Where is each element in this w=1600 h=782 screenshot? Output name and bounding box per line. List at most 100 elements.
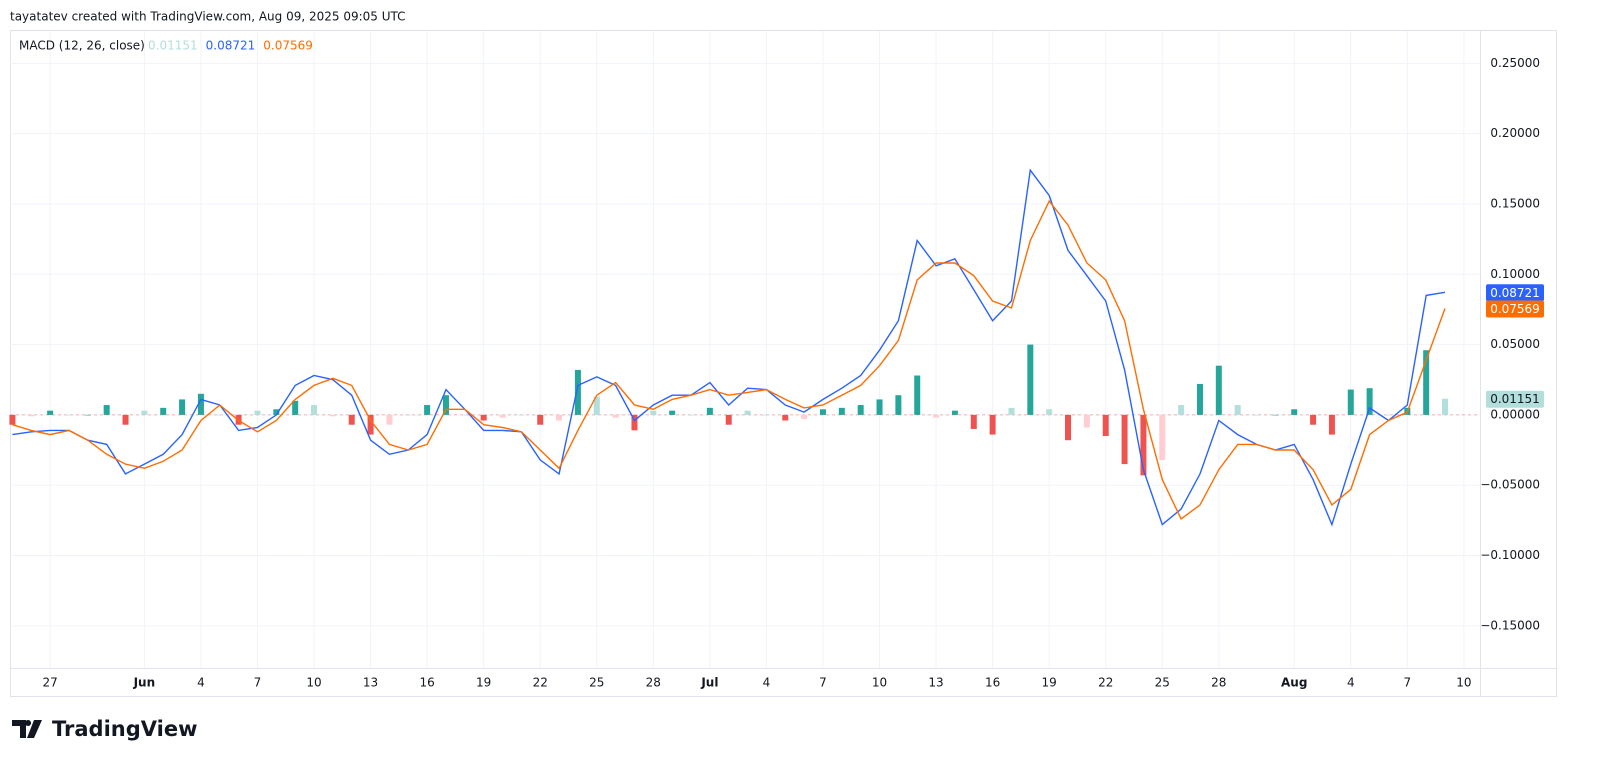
histogram-bar: [669, 410, 676, 415]
price-label-bg: [1486, 300, 1544, 318]
x-tick-label: 10: [1456, 676, 1471, 690]
histogram-bar: [1310, 414, 1317, 425]
histogram-bar: [28, 414, 35, 417]
histogram-bar: [329, 414, 336, 417]
histogram-bar: [348, 414, 355, 425]
histogram-bar: [197, 393, 204, 415]
x-tick-label: Jul: [700, 676, 718, 690]
logo: TradingView: [12, 717, 197, 741]
histogram-bar: [1178, 405, 1185, 415]
logo-icon: [12, 720, 42, 738]
histogram-bar: [84, 414, 91, 416]
histogram-bar: [763, 414, 770, 416]
y-tick-label: 0.05000: [1490, 337, 1540, 351]
histogram-bar: [386, 414, 393, 425]
legend-value: 0.07569: [263, 39, 313, 53]
histogram-bar: [1083, 414, 1090, 428]
histogram-bar: [1008, 407, 1015, 415]
histogram-bar: [838, 407, 845, 415]
x-tick-label: 4: [197, 676, 205, 690]
x-tick-label: 19: [1042, 676, 1057, 690]
histogram-bar: [103, 405, 110, 415]
macd-line: [12, 168, 1446, 527]
y-tick-label: −0.15000: [1480, 618, 1540, 632]
y-tick-label: 0.20000: [1490, 126, 1540, 140]
histogram-bar: [367, 414, 374, 435]
histogram-bar: [537, 414, 544, 425]
histogram-bar: [1291, 409, 1298, 415]
histogram-bar: [254, 410, 261, 415]
histogram-bar: [706, 407, 713, 415]
histogram-bar: [141, 410, 148, 415]
histogram-bar: [65, 414, 72, 416]
histogram-bar: [216, 414, 223, 416]
histogram-bar: [47, 410, 54, 415]
x-tick-label: 4: [1347, 676, 1355, 690]
histogram-bar: [1442, 398, 1449, 415]
x-tick-label: 19: [476, 676, 491, 690]
macd-line: [12, 199, 1446, 520]
frame: [10, 30, 1557, 697]
y-tick-label: 0.15000: [1490, 196, 1540, 210]
price-label-bg: [1486, 284, 1544, 302]
histogram-bar: [311, 405, 318, 415]
histogram-bar: [1102, 414, 1109, 436]
y-tick-label: −0.05000: [1480, 478, 1540, 492]
histogram-bar: [1385, 414, 1392, 416]
header: tayatatev created with TradingView.com, …: [10, 10, 406, 24]
histogram-bar: [480, 414, 487, 421]
histogram-bar: [556, 414, 563, 421]
histogram-bar: [688, 414, 695, 416]
y-tick-label: −0.10000: [1480, 548, 1540, 562]
x-tick-label: 13: [928, 676, 943, 690]
histogram-bar: [1159, 414, 1166, 460]
y-tick-label: 0.00000: [1490, 407, 1540, 421]
histogram-bar: [1215, 365, 1222, 415]
x-tick-label: 7: [819, 676, 827, 690]
histogram-bar: [9, 414, 16, 425]
histogram-bar: [1366, 388, 1373, 415]
histogram-bar: [782, 414, 789, 421]
x-tick-label: Jun: [133, 676, 156, 690]
y-tick-label: 0.10000: [1490, 267, 1540, 281]
x-tick-label: 16: [419, 676, 434, 690]
histogram-bar: [744, 410, 751, 415]
x-tick-label: 13: [363, 676, 378, 690]
price-label: 0.07569: [1490, 302, 1540, 316]
histogram-bar: [1328, 414, 1335, 435]
x-tick-label: 27: [42, 676, 57, 690]
y-tick-label: 0.25000: [1490, 56, 1540, 70]
histogram-bar: [801, 414, 808, 420]
histogram-bar: [1272, 414, 1279, 416]
histogram-bar: [574, 369, 581, 415]
histogram-bar: [1196, 383, 1203, 415]
histogram-bar: [650, 410, 657, 415]
histogram-bar: [631, 414, 638, 431]
price-label: 0.08721: [1490, 286, 1540, 300]
histogram-bar: [857, 405, 864, 415]
histogram-bar: [518, 414, 525, 416]
histogram-bar: [970, 414, 977, 429]
histogram-bar: [876, 399, 883, 415]
x-tick-label: 16: [985, 676, 1000, 690]
histogram-bar: [405, 414, 412, 416]
x-tick-label: 10: [306, 676, 321, 690]
x-tick-label: 28: [1211, 676, 1226, 690]
x-tick-label: 7: [1404, 676, 1412, 690]
x-tick-label: 22: [1098, 676, 1113, 690]
x-tick-label: 28: [646, 676, 661, 690]
legend-title: MACD (12, 26, close): [19, 39, 145, 53]
legend-value: 0.08721: [206, 39, 256, 53]
histogram-bar: [725, 414, 732, 425]
histogram-bar: [933, 414, 940, 418]
histogram-bar: [1046, 409, 1053, 415]
histogram-bar: [461, 414, 468, 416]
histogram-bar: [160, 407, 167, 415]
histogram-bar: [1121, 414, 1128, 465]
histogram-bar: [1140, 414, 1147, 476]
histogram-bar: [895, 395, 902, 415]
histogram-bar: [1253, 414, 1260, 416]
histogram-bar: [499, 414, 506, 418]
